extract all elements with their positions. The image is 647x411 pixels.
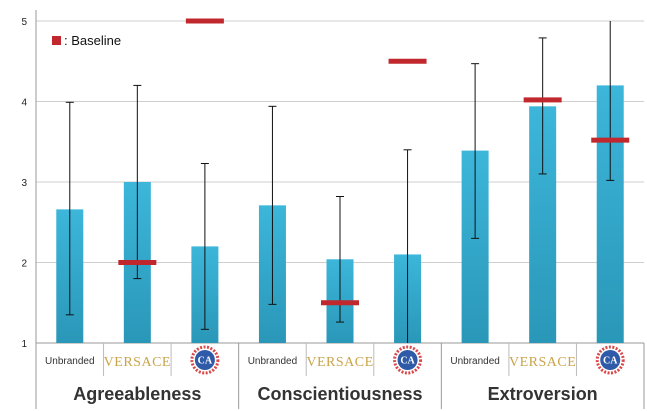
y-tick-label: 5	[21, 17, 27, 28]
baseline-markers	[118, 18, 630, 306]
y-tick-label: 4	[21, 98, 27, 109]
ca-logo-text: CA	[603, 356, 618, 367]
baseline-marker	[118, 260, 157, 265]
bar-series	[56, 85, 624, 344]
legend-swatch	[52, 36, 61, 45]
x-label-unbranded: Unbranded	[248, 356, 297, 367]
baseline-marker	[591, 137, 630, 143]
ca-logo: CA	[393, 345, 423, 375]
ca-logo-text: CA	[400, 356, 415, 367]
x-label-unbranded: Unbranded	[450, 356, 499, 367]
ca-logo: CA	[190, 345, 220, 375]
baseline-marker	[523, 97, 562, 103]
error-bars	[65, 21, 615, 343]
baseline-marker	[388, 58, 427, 64]
group-label: Conscientiousness	[257, 384, 422, 404]
legend-label: : Baseline	[64, 33, 121, 48]
y-tick-label: 2	[21, 259, 27, 270]
ca-logo: CA	[595, 345, 625, 375]
group-label: Extroversion	[488, 384, 598, 404]
ca-logo-text: CA	[198, 356, 213, 367]
y-tick-label: 1	[21, 339, 27, 350]
group-label: Agreeableness	[73, 384, 201, 404]
legend: : Baseline	[52, 33, 121, 48]
versace-logo: VERSACE	[306, 355, 373, 370]
ca-logo-disc	[194, 350, 215, 370]
baseline-marker	[185, 18, 224, 24]
versace-logo: VERSACE	[509, 355, 576, 370]
x-label-unbranded: Unbranded	[45, 356, 94, 367]
ca-logo-disc	[397, 350, 418, 370]
x-axis: Unbranded VERSACE CA Unbranded VERSACE CA Unbr…	[35, 343, 645, 409]
versace-logo: VERSACE	[104, 355, 171, 370]
ca-logo-disc	[600, 350, 621, 370]
baseline-marker	[321, 300, 359, 306]
y-tick-label: 3	[21, 178, 27, 189]
